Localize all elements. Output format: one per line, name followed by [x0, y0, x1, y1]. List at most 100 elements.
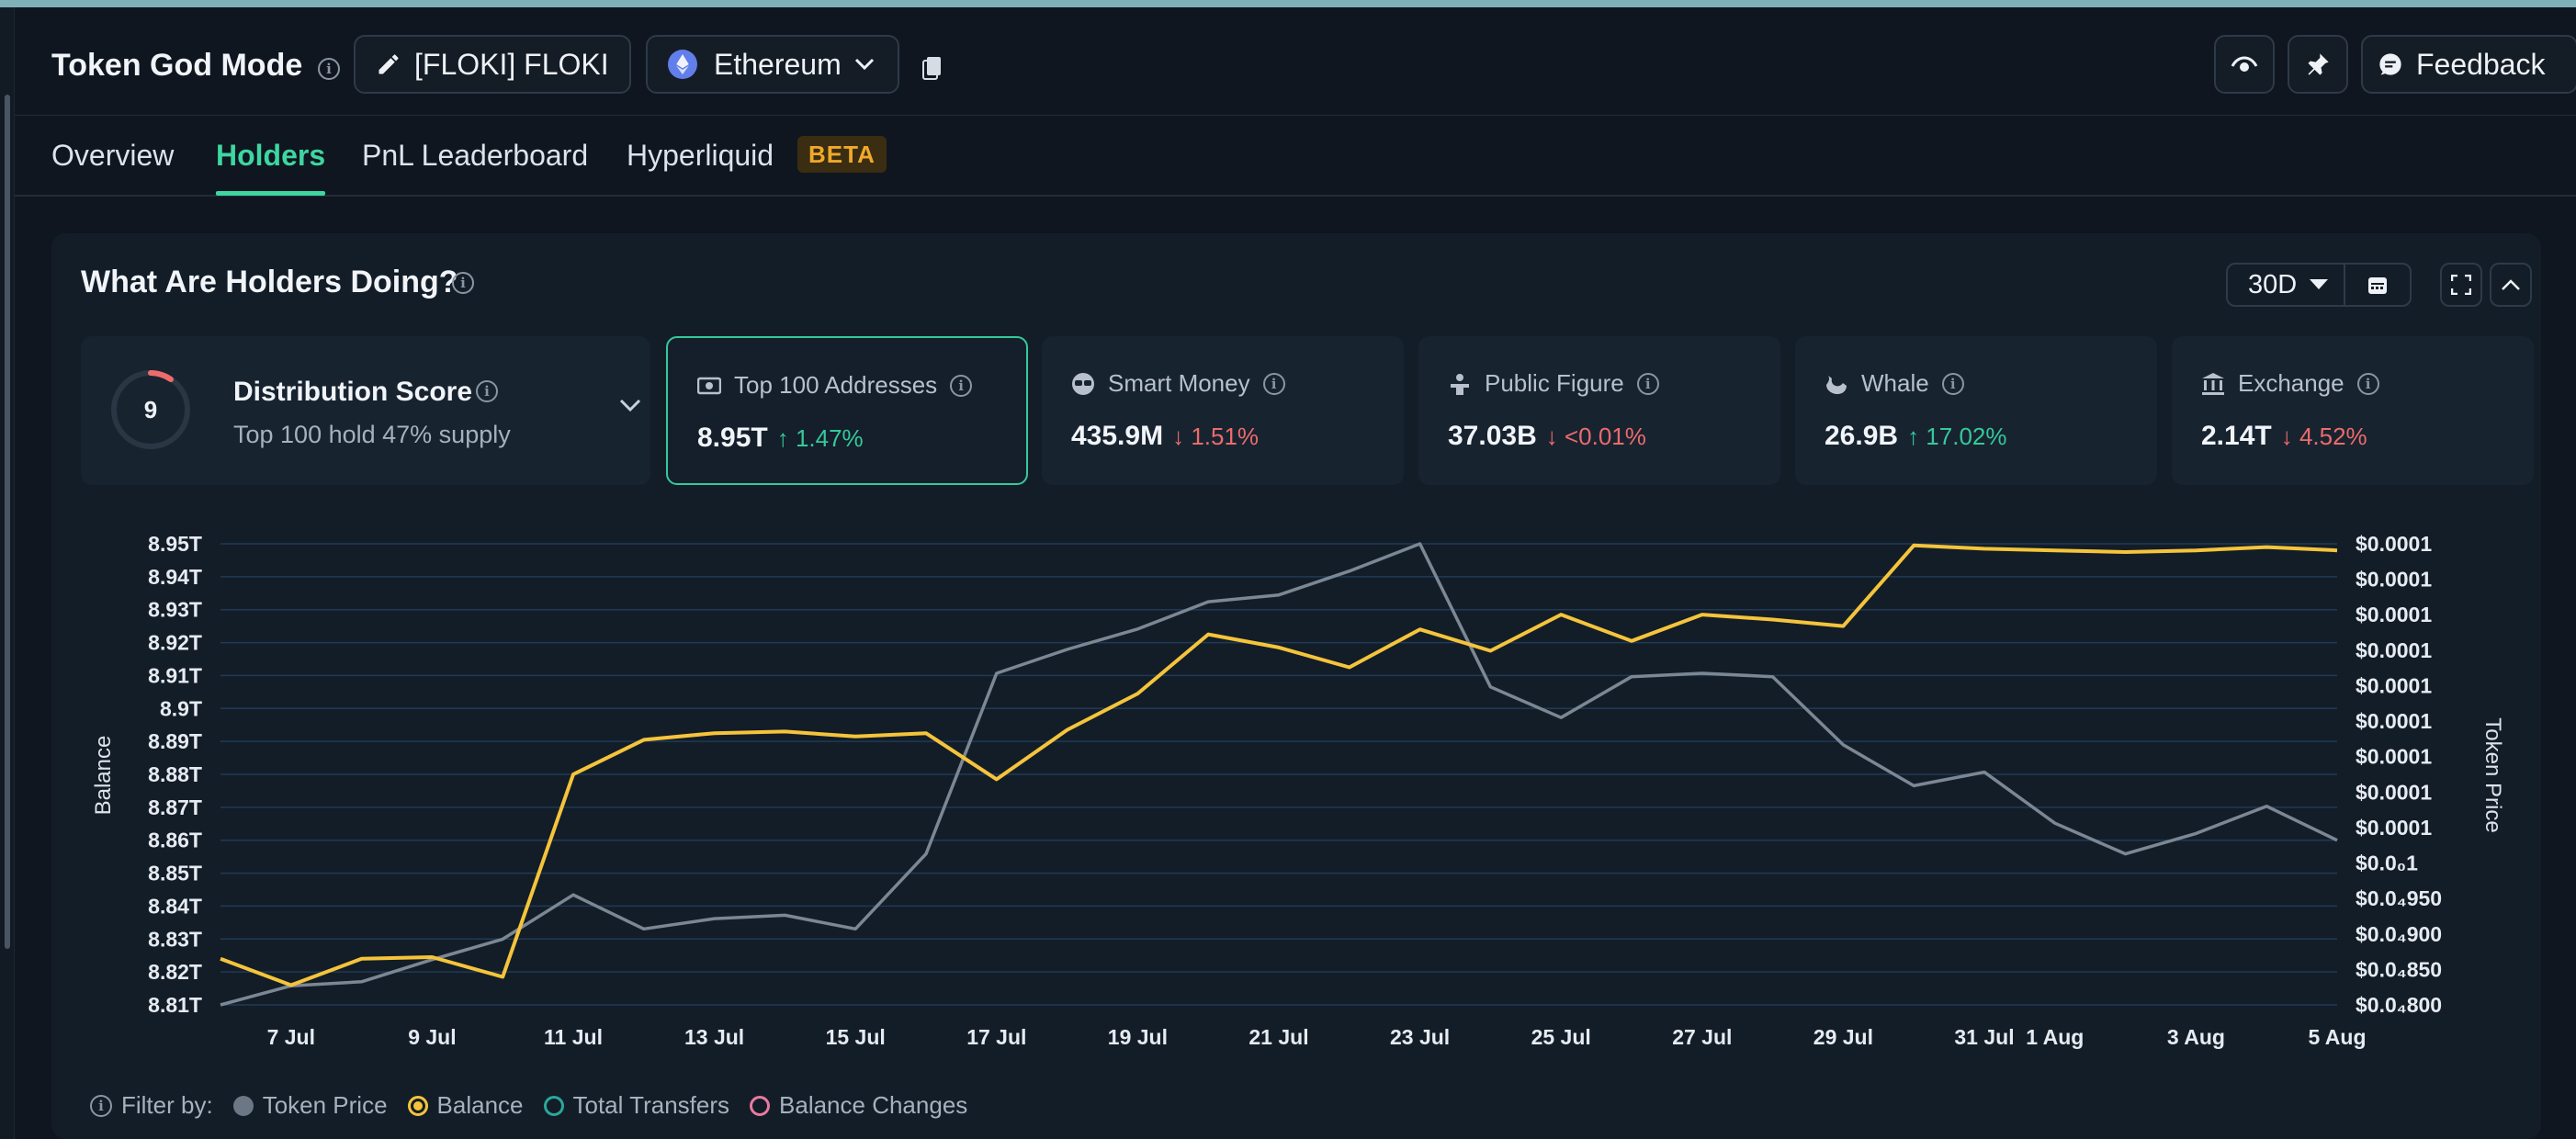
period-dropdown[interactable]: 30D	[2228, 265, 2345, 305]
tab-pnl-leaderboard[interactable]: PnL Leaderboard	[362, 139, 589, 172]
stat-change-down: ↓ 1.51%	[1172, 423, 1260, 450]
filter-token-price[interactable]: Token Price	[232, 1091, 388, 1120]
stat-info-icon[interactable]: i	[1262, 372, 1285, 395]
stat-label: Whale	[1861, 369, 1929, 397]
copy-icon[interactable]	[922, 55, 943, 81]
pencil-icon	[378, 54, 399, 74]
y-tick-label-left: 8.81T	[148, 993, 202, 1017]
stat-info-icon[interactable]: i	[1636, 372, 1659, 395]
pin-button[interactable]	[2288, 35, 2348, 94]
x-tick-label: 19 Jul	[1108, 1025, 1168, 1049]
y-axis-label-left: Balance	[91, 736, 116, 816]
stat-label: Exchange	[2238, 369, 2344, 397]
chat-bubble-icon	[2379, 53, 2401, 75]
x-tick-label: 3 Aug	[2167, 1025, 2225, 1049]
page-title: Token God Mode	[51, 48, 303, 83]
filter-balance[interactable]: Balance	[407, 1091, 524, 1120]
x-tick-label: 1 Aug	[2026, 1025, 2084, 1049]
scrollbar-thumb[interactable]	[5, 95, 10, 949]
chevron-down-icon[interactable]	[619, 399, 641, 412]
stat-smart-money[interactable]: Smart Money i 435.9M ↓ 1.51%	[1042, 336, 1404, 485]
y-tick-label-left: 8.89T	[148, 729, 202, 753]
x-tick-label: 17 Jul	[966, 1025, 1026, 1049]
distribution-info-icon[interactable]: i	[476, 380, 498, 402]
stat-value: 2.14T	[2201, 421, 2272, 451]
sunglasses-icon	[1072, 372, 1094, 395]
stat-change-up: ↑ 1.47%	[776, 424, 864, 452]
x-tick-label: 23 Jul	[1390, 1025, 1450, 1049]
collapse-button[interactable]	[2490, 263, 2532, 307]
filter-item-label: Total Transfers	[572, 1091, 730, 1119]
y-tick-label-right: $0.0001	[2356, 638, 2432, 662]
y-tick-label-left: 8.88T	[148, 762, 202, 786]
filter-row: i Filter by: Token Price Balance Total T…	[90, 1091, 967, 1120]
stat-exchange[interactable]: Exchange i 2.14T ↓ 4.52%	[2172, 336, 2534, 485]
stat-info-icon[interactable]: i	[950, 374, 973, 397]
legend-dot	[543, 1095, 564, 1116]
title-info-icon[interactable]: i	[318, 58, 340, 80]
fullscreen-button[interactable]	[2440, 263, 2482, 307]
stat-change-up: ↑ 17.02%	[1907, 423, 2007, 450]
feedback-label: Feedback	[2416, 47, 2546, 81]
caret-down-icon	[2310, 279, 2329, 289]
x-tick-label: 21 Jul	[1248, 1025, 1308, 1049]
token-price-series-line	[220, 542, 2338, 1007]
filter-item-label: Balance Changes	[779, 1091, 968, 1119]
window-top-accent	[0, 0, 2576, 7]
filter-item-label: Token Price	[262, 1091, 388, 1119]
y-tick-label-left: 8.86T	[148, 829, 202, 852]
filter-total-transfers[interactable]: Total Transfers	[543, 1091, 730, 1120]
feedback-button[interactable]: Feedback	[2361, 35, 2576, 94]
stat-whale[interactable]: Whale i 26.9B ↑ 17.02%	[1795, 336, 2157, 485]
x-tick-label: 15 Jul	[826, 1025, 886, 1049]
y-tick-label-right: $0.0001	[2356, 709, 2432, 733]
stat-label: Top 100 Addresses	[734, 371, 938, 399]
period-selector: 30D	[2226, 263, 2412, 307]
chain-label: Ethereum	[714, 47, 842, 81]
tab-holders[interactable]: Holders	[216, 139, 326, 196]
y-tick-label-left: 8.84T	[148, 894, 202, 918]
legend-dot	[232, 1095, 254, 1116]
filter-balance-changes[interactable]: Balance Changes	[750, 1091, 967, 1120]
distribution-score-title: Distribution Score	[233, 377, 473, 407]
stat-value: 435.9M	[1071, 421, 1164, 451]
stat-value: 37.03B	[1448, 421, 1537, 451]
y-tick-label-right: $0.0₄800	[2356, 993, 2442, 1017]
y-tick-label-left: 8.9T	[160, 696, 202, 720]
stat-top-100-addresses[interactable]: Top 100 Addresses i 8.95T ↑ 1.47%	[666, 336, 1028, 485]
x-tick-label: 25 Jul	[1531, 1025, 1591, 1049]
page-scrollbar[interactable]	[0, 7, 15, 1139]
chain-selector-dropdown[interactable]: Ethereum	[646, 35, 899, 94]
holders-card: What Are Holders Doing? i 30D 9 Distribu…	[51, 233, 2541, 1139]
card-title-info-icon[interactable]: i	[452, 272, 474, 294]
distribution-score-subtitle: Top 100 hold 47% supply	[233, 421, 511, 448]
legend-dot	[750, 1095, 771, 1116]
y-tick-label-right: $0.0₀1	[2356, 851, 2418, 875]
stat-info-icon[interactable]: i	[1941, 372, 1964, 395]
y-tick-label-left: 8.85T	[148, 862, 202, 885]
x-tick-label: 7 Jul	[267, 1025, 315, 1049]
y-tick-label-right: $0.0₄900	[2356, 922, 2442, 946]
y-tick-label-left: 8.82T	[148, 960, 202, 984]
distribution-score-tile[interactable]: 9 Distribution Score i Top 100 hold 47% …	[81, 336, 650, 485]
card-title: What Are Holders Doing?	[81, 265, 458, 299]
stat-public-figure[interactable]: Public Figure i 37.03B ↓ <0.01%	[1418, 336, 1780, 485]
distribution-score-value: 9	[143, 395, 158, 423]
calendar-button[interactable]	[2345, 265, 2410, 305]
y-tick-label-left: 8.91T	[148, 663, 202, 687]
y-tick-label-right: $0.0₄950	[2356, 886, 2442, 910]
x-tick-label: 5 Aug	[2308, 1025, 2366, 1049]
stat-value: 26.9B	[1825, 421, 1899, 451]
watch-button[interactable]	[2214, 35, 2275, 94]
token-selector-button[interactable]: [FLOKI] FLOKI	[354, 35, 631, 94]
filter-label: Filter by:	[121, 1091, 213, 1119]
bank-icon	[2202, 372, 2224, 395]
filter-item-label: Balance	[436, 1091, 524, 1119]
stat-info-icon[interactable]: i	[2356, 372, 2379, 395]
tab-overview[interactable]: Overview	[51, 139, 175, 172]
tab-hyperliquid[interactable]: Hyperliquid	[627, 139, 774, 172]
chevron-up-icon	[2502, 279, 2520, 290]
filter-info-icon[interactable]: i	[90, 1094, 112, 1117]
holders-line-chart: 8.95T 8.94T 8.93T 8.92T 8.91T 8.9T 8.89T 8.88T 8…	[91, 532, 2505, 1049]
page-header: Token God Mode i [FLOKI] FLOKI Ethereum …	[15, 7, 2576, 116]
